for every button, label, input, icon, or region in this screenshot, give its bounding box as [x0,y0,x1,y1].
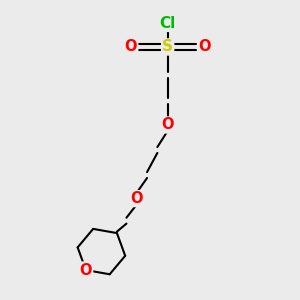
Text: O: O [130,191,143,206]
Text: Cl: Cl [160,16,176,31]
Text: O: O [198,39,211,54]
Text: O: O [161,118,174,133]
Text: O: O [124,39,137,54]
Text: O: O [80,262,92,278]
Text: S: S [162,39,173,54]
